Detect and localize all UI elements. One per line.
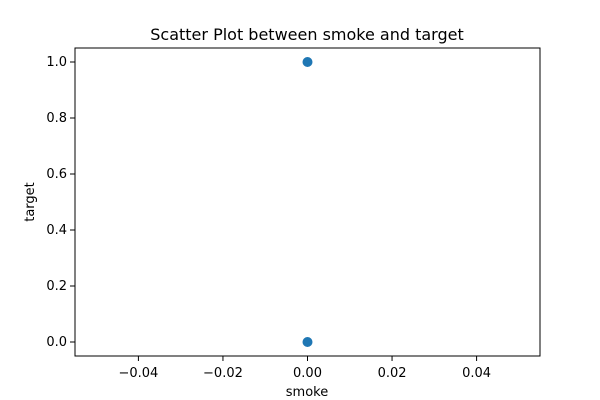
scatter-point — [302, 337, 313, 347]
scatter-points — [302, 57, 313, 347]
chart-title: Scatter Plot between smoke and target — [150, 25, 464, 44]
x-tick-label: 0.00 — [293, 366, 322, 381]
y-tick-label: 0.4 — [46, 223, 67, 238]
x-axis-label: smoke — [286, 385, 328, 400]
y-tick-label: 0.0 — [46, 335, 67, 350]
y-tick-label: 1.0 — [46, 55, 67, 70]
y-axis-ticks: 0.0 0.2 0.4 0.6 0.8 1.0 — [46, 55, 75, 350]
y-tick-label: 0.8 — [46, 111, 67, 126]
x-tick-label: −0.04 — [118, 366, 158, 381]
scatter-point — [302, 57, 313, 67]
y-tick-label: 0.2 — [46, 279, 67, 294]
x-tick-label: −0.02 — [203, 366, 243, 381]
y-axis-label: target — [23, 182, 38, 222]
y-tick-label: 0.6 — [46, 167, 67, 182]
x-axis-ticks: −0.04 −0.02 0.00 0.02 0.04 — [118, 356, 491, 381]
x-tick-label: 0.02 — [378, 366, 407, 381]
x-tick-label: 0.04 — [462, 366, 491, 381]
plot-area-frame — [74, 47, 541, 357]
